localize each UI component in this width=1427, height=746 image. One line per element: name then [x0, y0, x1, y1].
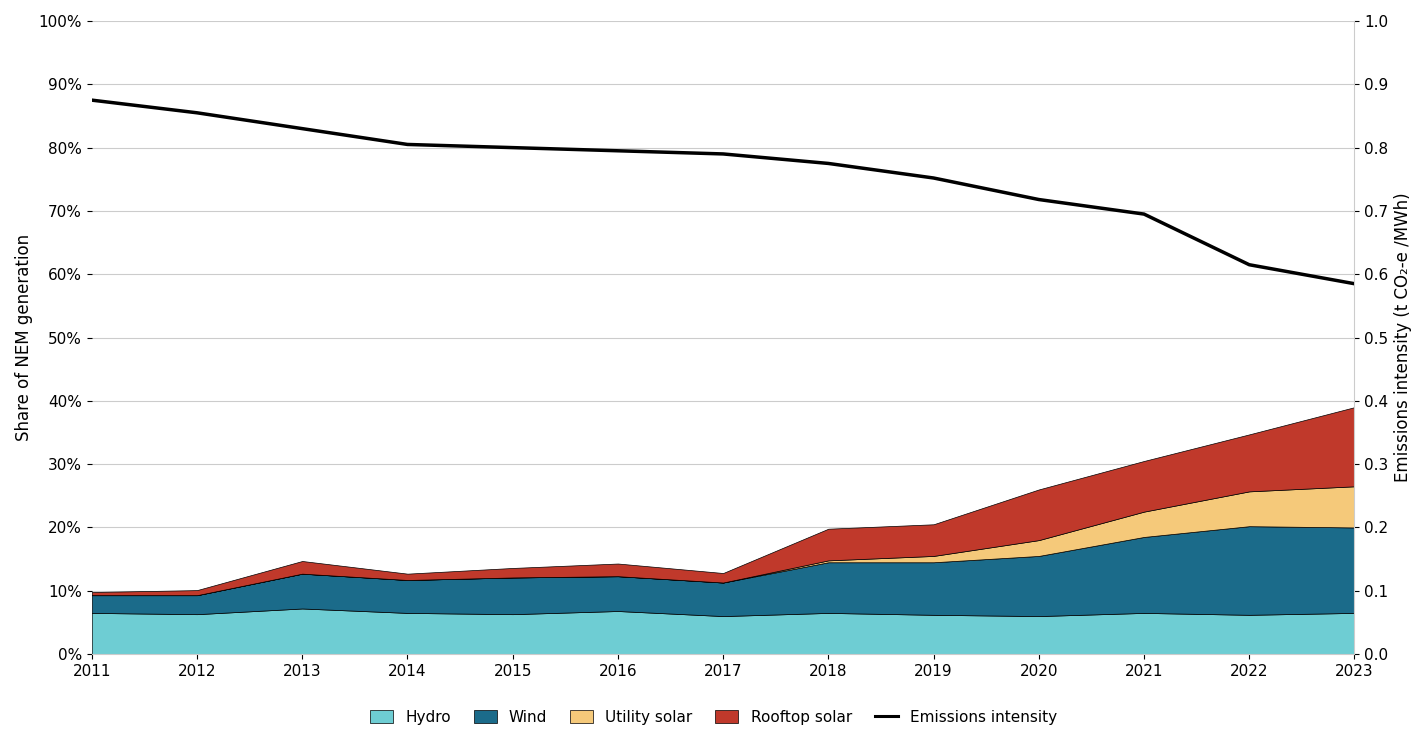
Emissions intensity [1030, 195, 1047, 204]
Emissions intensity [83, 95, 100, 104]
Emissions intensity [400, 140, 417, 149]
Emissions intensity [1136, 210, 1153, 219]
Emissions intensity [715, 149, 732, 158]
Legend: Hydro, Wind, Utility solar, Rooftop solar, Emissions intensity: Hydro, Wind, Utility solar, Rooftop sola… [364, 703, 1063, 731]
Emissions intensity [609, 146, 626, 155]
Emissions intensity [504, 143, 521, 152]
Y-axis label: Emissions intensity (t CO₂-e /MWh): Emissions intensity (t CO₂-e /MWh) [1394, 192, 1411, 483]
Emissions intensity [925, 174, 942, 183]
Emissions intensity [294, 124, 311, 133]
Y-axis label: Share of NEM generation: Share of NEM generation [16, 234, 33, 441]
Emissions intensity [1346, 279, 1363, 288]
Emissions intensity [188, 108, 205, 117]
Line: Emissions intensity: Emissions intensity [91, 100, 1354, 283]
Emissions intensity [819, 159, 836, 168]
Emissions intensity [1240, 260, 1257, 269]
